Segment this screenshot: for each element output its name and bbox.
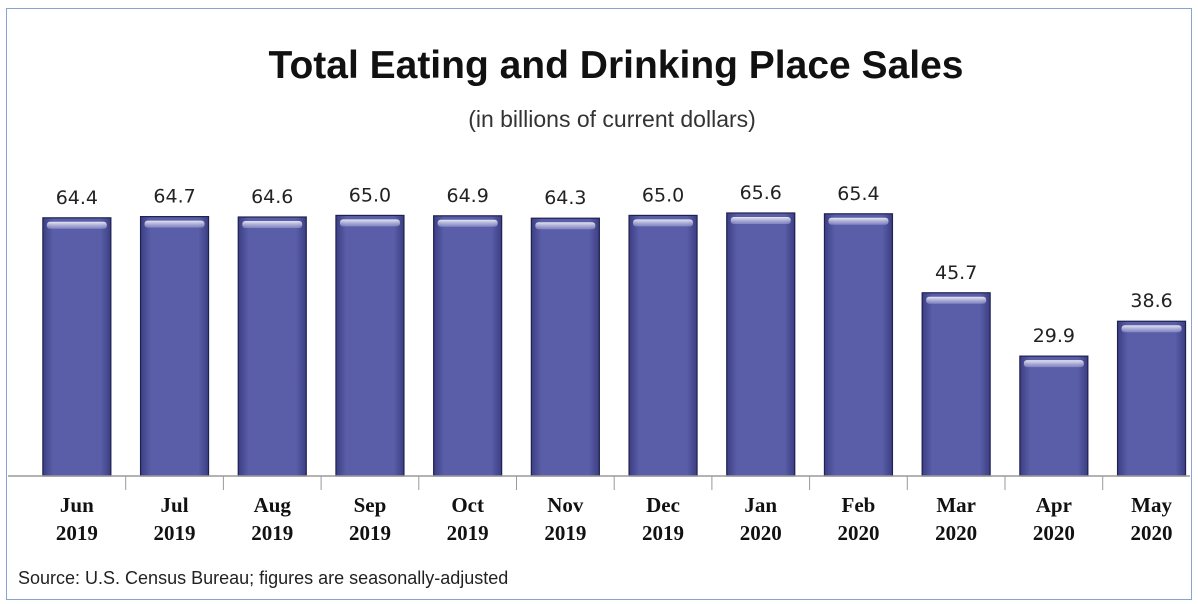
- data-label: 65.6: [740, 182, 782, 204]
- bar-highlight: [535, 222, 596, 230]
- bar-10: [1019, 355, 1089, 477]
- x-tick-label-month: Jul: [161, 493, 189, 517]
- data-label: 29.9: [1033, 325, 1075, 347]
- x-tick-label-year: 2019: [56, 521, 98, 545]
- x-tick-label-month: Oct: [451, 493, 484, 517]
- bar-rect: [823, 213, 894, 477]
- x-tick-label-year: 2020: [837, 521, 879, 545]
- x-tick-label-year: 2019: [447, 521, 489, 545]
- bar-highlight: [144, 220, 205, 228]
- data-label: 64.4: [56, 187, 98, 209]
- bar-5: [530, 217, 600, 477]
- bar-rect: [1116, 320, 1187, 477]
- bar-rect: [921, 292, 991, 477]
- bar-highlight: [926, 296, 987, 304]
- x-axis: [8, 475, 1190, 490]
- bar-rect: [628, 214, 698, 477]
- x-tick-label-month: Aug: [254, 493, 292, 517]
- bar-3: [335, 214, 405, 477]
- bar-rect: [42, 217, 112, 477]
- bar-6: [628, 214, 698, 477]
- x-tick-label-year: 2020: [935, 521, 977, 545]
- bar-9: [921, 292, 991, 477]
- x-tick-label-year: 2019: [642, 521, 684, 545]
- bar-11: [1116, 320, 1187, 477]
- data-label: 65.0: [349, 184, 391, 206]
- bar-highlight: [1121, 325, 1182, 333]
- bar-0: [42, 217, 112, 477]
- x-tick-label-month: Apr: [1036, 493, 1072, 517]
- data-label: 65.4: [837, 183, 879, 205]
- bar-highlight: [730, 217, 791, 224]
- x-tick-label-year: 2019: [154, 521, 196, 545]
- labels-layer: 64.4 Jun 2019 64.7 Jul 2019 64.6 Aug 2019 65.0 Sep…: [56, 182, 1173, 545]
- x-tick-label-year: 2020: [1033, 521, 1075, 545]
- x-tick-label-year: 2020: [740, 521, 782, 545]
- bar-highlight: [437, 219, 498, 227]
- bar-rect: [726, 212, 796, 477]
- x-tick-label-year: 2019: [251, 521, 293, 545]
- data-label: 64.7: [153, 186, 195, 208]
- data-label: 64.3: [544, 187, 586, 209]
- bar-highlight: [46, 221, 107, 229]
- x-tick-label-month: Nov: [547, 493, 584, 517]
- x-tick-label-year: 2019: [349, 521, 391, 545]
- bar-rect: [139, 216, 210, 477]
- bar-8: [823, 213, 894, 477]
- bar-highlight: [633, 219, 694, 227]
- bar-1: [139, 216, 210, 477]
- bar-4: [433, 215, 503, 477]
- x-tick-label-month: Sep: [354, 493, 387, 517]
- bar-2: [237, 216, 307, 477]
- x-tick-label-month: May: [1131, 493, 1172, 517]
- x-tick-label-year: 2020: [1131, 521, 1173, 545]
- bar-highlight: [828, 217, 889, 225]
- bar-highlight: [242, 221, 303, 229]
- bar-highlight: [1023, 360, 1084, 368]
- bar-7: [726, 212, 796, 477]
- x-tick-label-month: Feb: [842, 493, 876, 517]
- data-label: 38.6: [1130, 290, 1172, 312]
- bar-rect: [335, 214, 405, 477]
- bar-highlight: [339, 219, 400, 227]
- chart-subtitle: (in billions of current dollars): [468, 106, 756, 132]
- data-label: 65.0: [642, 184, 684, 206]
- x-tick-label-month: Jun: [60, 493, 94, 517]
- bar-rect: [237, 216, 307, 477]
- x-tick-label-month: Jan: [744, 493, 777, 517]
- data-label: 64.6: [251, 186, 293, 208]
- bars-layer: [42, 212, 1187, 477]
- bar-rect: [433, 215, 503, 477]
- chart-title: Total Eating and Drinking Place Sales: [268, 44, 964, 87]
- source-note: Source: U.S. Census Bureau; figures are …: [18, 568, 509, 588]
- bar-rect: [530, 217, 600, 477]
- x-tick-label-year: 2019: [544, 521, 586, 545]
- bar-rect: [1019, 355, 1089, 477]
- data-label: 45.7: [935, 262, 977, 284]
- x-tick-label-month: Mar: [936, 493, 976, 517]
- data-label: 64.9: [446, 185, 488, 207]
- x-tick-label-month: Dec: [646, 493, 680, 517]
